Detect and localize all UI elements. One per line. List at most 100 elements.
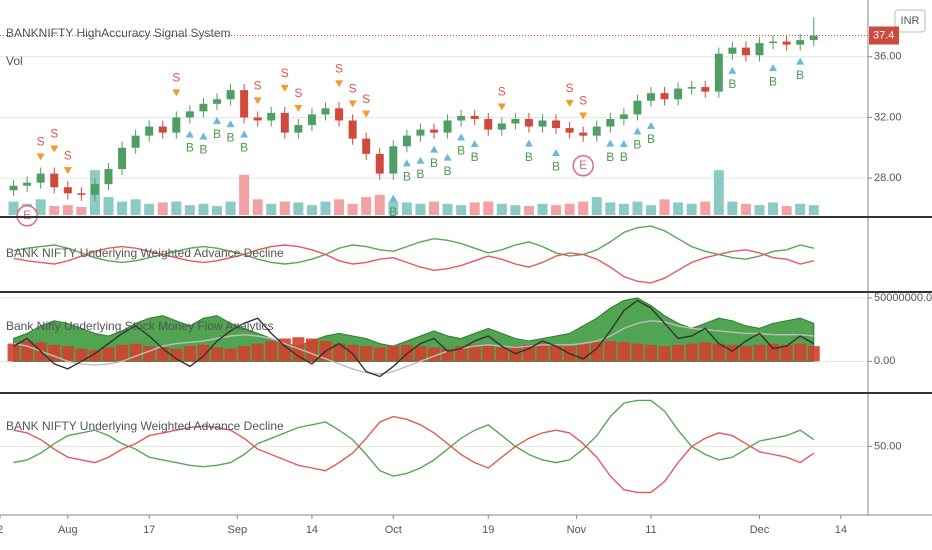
candle-body [104,169,113,185]
candle-body [687,87,696,89]
flow-bar [333,343,346,362]
candle-body [592,126,601,136]
flow-bar [617,342,630,362]
candle-body [362,138,371,154]
flow-bar [767,343,780,362]
sell-marker [348,100,357,108]
volume-bar [564,203,575,215]
sell-marker [36,153,45,161]
flow-bar [211,347,223,362]
candle-body [280,112,289,133]
sell-marker [50,145,59,153]
sell-marker [335,80,344,88]
last-price-box [869,26,899,45]
volume-bar [76,206,87,215]
volume-bar [591,197,602,215]
flow-bar [753,344,766,362]
flow-bar [672,344,685,362]
candle-body [63,187,72,194]
x-tick-label: 14 [835,524,847,536]
flow-bar [170,348,183,362]
flow-bar [794,343,807,362]
volume-bar [483,201,494,215]
candle-body [728,47,737,54]
flow-bar [265,341,278,362]
buy-marker [769,64,778,72]
buy-label: B [444,164,452,178]
flow-bar [197,344,210,362]
x-tick-label: Dec [750,524,770,536]
volume-bar [35,199,46,215]
indicator-line [13,320,814,375]
flow-bar [739,346,752,362]
flow-bar [604,341,617,362]
volume-bar [49,206,60,215]
volume-bar [374,194,385,215]
candle-body [267,112,276,121]
sell-label: S [294,86,302,100]
candle-body [809,35,818,41]
buy-label: B [240,141,248,155]
flow-bar [143,346,156,362]
volume-bar [388,201,399,215]
indicator-title: BANKNIFTY HighAccuracy Signal System [6,26,231,40]
volume-bar [646,205,656,215]
sell-label: S [281,66,289,80]
event-marker [16,205,38,227]
x-tick-label: 19 [482,524,494,536]
flow-bar [61,346,74,362]
candle-body [457,115,466,121]
flow-bar [305,338,318,362]
sell-marker [253,97,262,105]
flow-bar [387,346,400,362]
flow-bar [685,343,698,362]
flow-bar [48,344,61,362]
flow-bar [631,343,644,362]
candle-body [524,118,533,127]
y-tick-label: 50.00 [874,440,902,452]
candle-body [335,108,344,121]
volume-bar [442,203,453,215]
volume-bar [700,201,711,215]
candle-body [796,40,805,45]
indicator-title: Bank Nifty Underlying Stock Money Flow A… [6,319,273,333]
buy-marker [470,140,479,148]
flow-bar [88,349,101,362]
x-tick-label: Nov [567,524,587,536]
buy-label: B [213,127,221,141]
candle-body [348,120,357,139]
volume-bar [659,199,670,215]
sell-marker [565,99,574,107]
volume-bar [727,201,738,215]
buy-marker [402,159,411,167]
buy-marker [524,139,533,147]
buy-marker [443,153,452,161]
flow-bar [807,346,820,362]
volume-bar [578,201,589,215]
volume-bar [713,170,724,215]
overlay: INR BANKNIFTY HighAccuracy Signal System… [0,0,932,536]
buy-marker [647,121,655,129]
volume-bar [279,201,290,215]
buy-label: B [457,144,465,158]
indicator-line [13,225,814,265]
currency-button[interactable] [894,9,926,33]
buy-label: B [227,130,235,144]
buy-label: B [552,159,560,173]
candle-body [90,184,99,195]
candle-body [240,90,249,118]
candle-body [226,90,235,100]
x-tick-label: Oct [385,524,402,536]
currency-label[interactable]: INR [901,15,920,27]
sell-label: S [50,127,58,141]
candle-body [741,47,750,56]
volume-bar [184,205,195,215]
candle-body [430,129,438,133]
candle-body [158,126,167,133]
buy-label: B [416,167,424,181]
candle-body [701,87,710,92]
y-tick-label: 36.00 [874,51,902,63]
sell-label: S [498,85,506,99]
sell-label: S [64,148,72,162]
